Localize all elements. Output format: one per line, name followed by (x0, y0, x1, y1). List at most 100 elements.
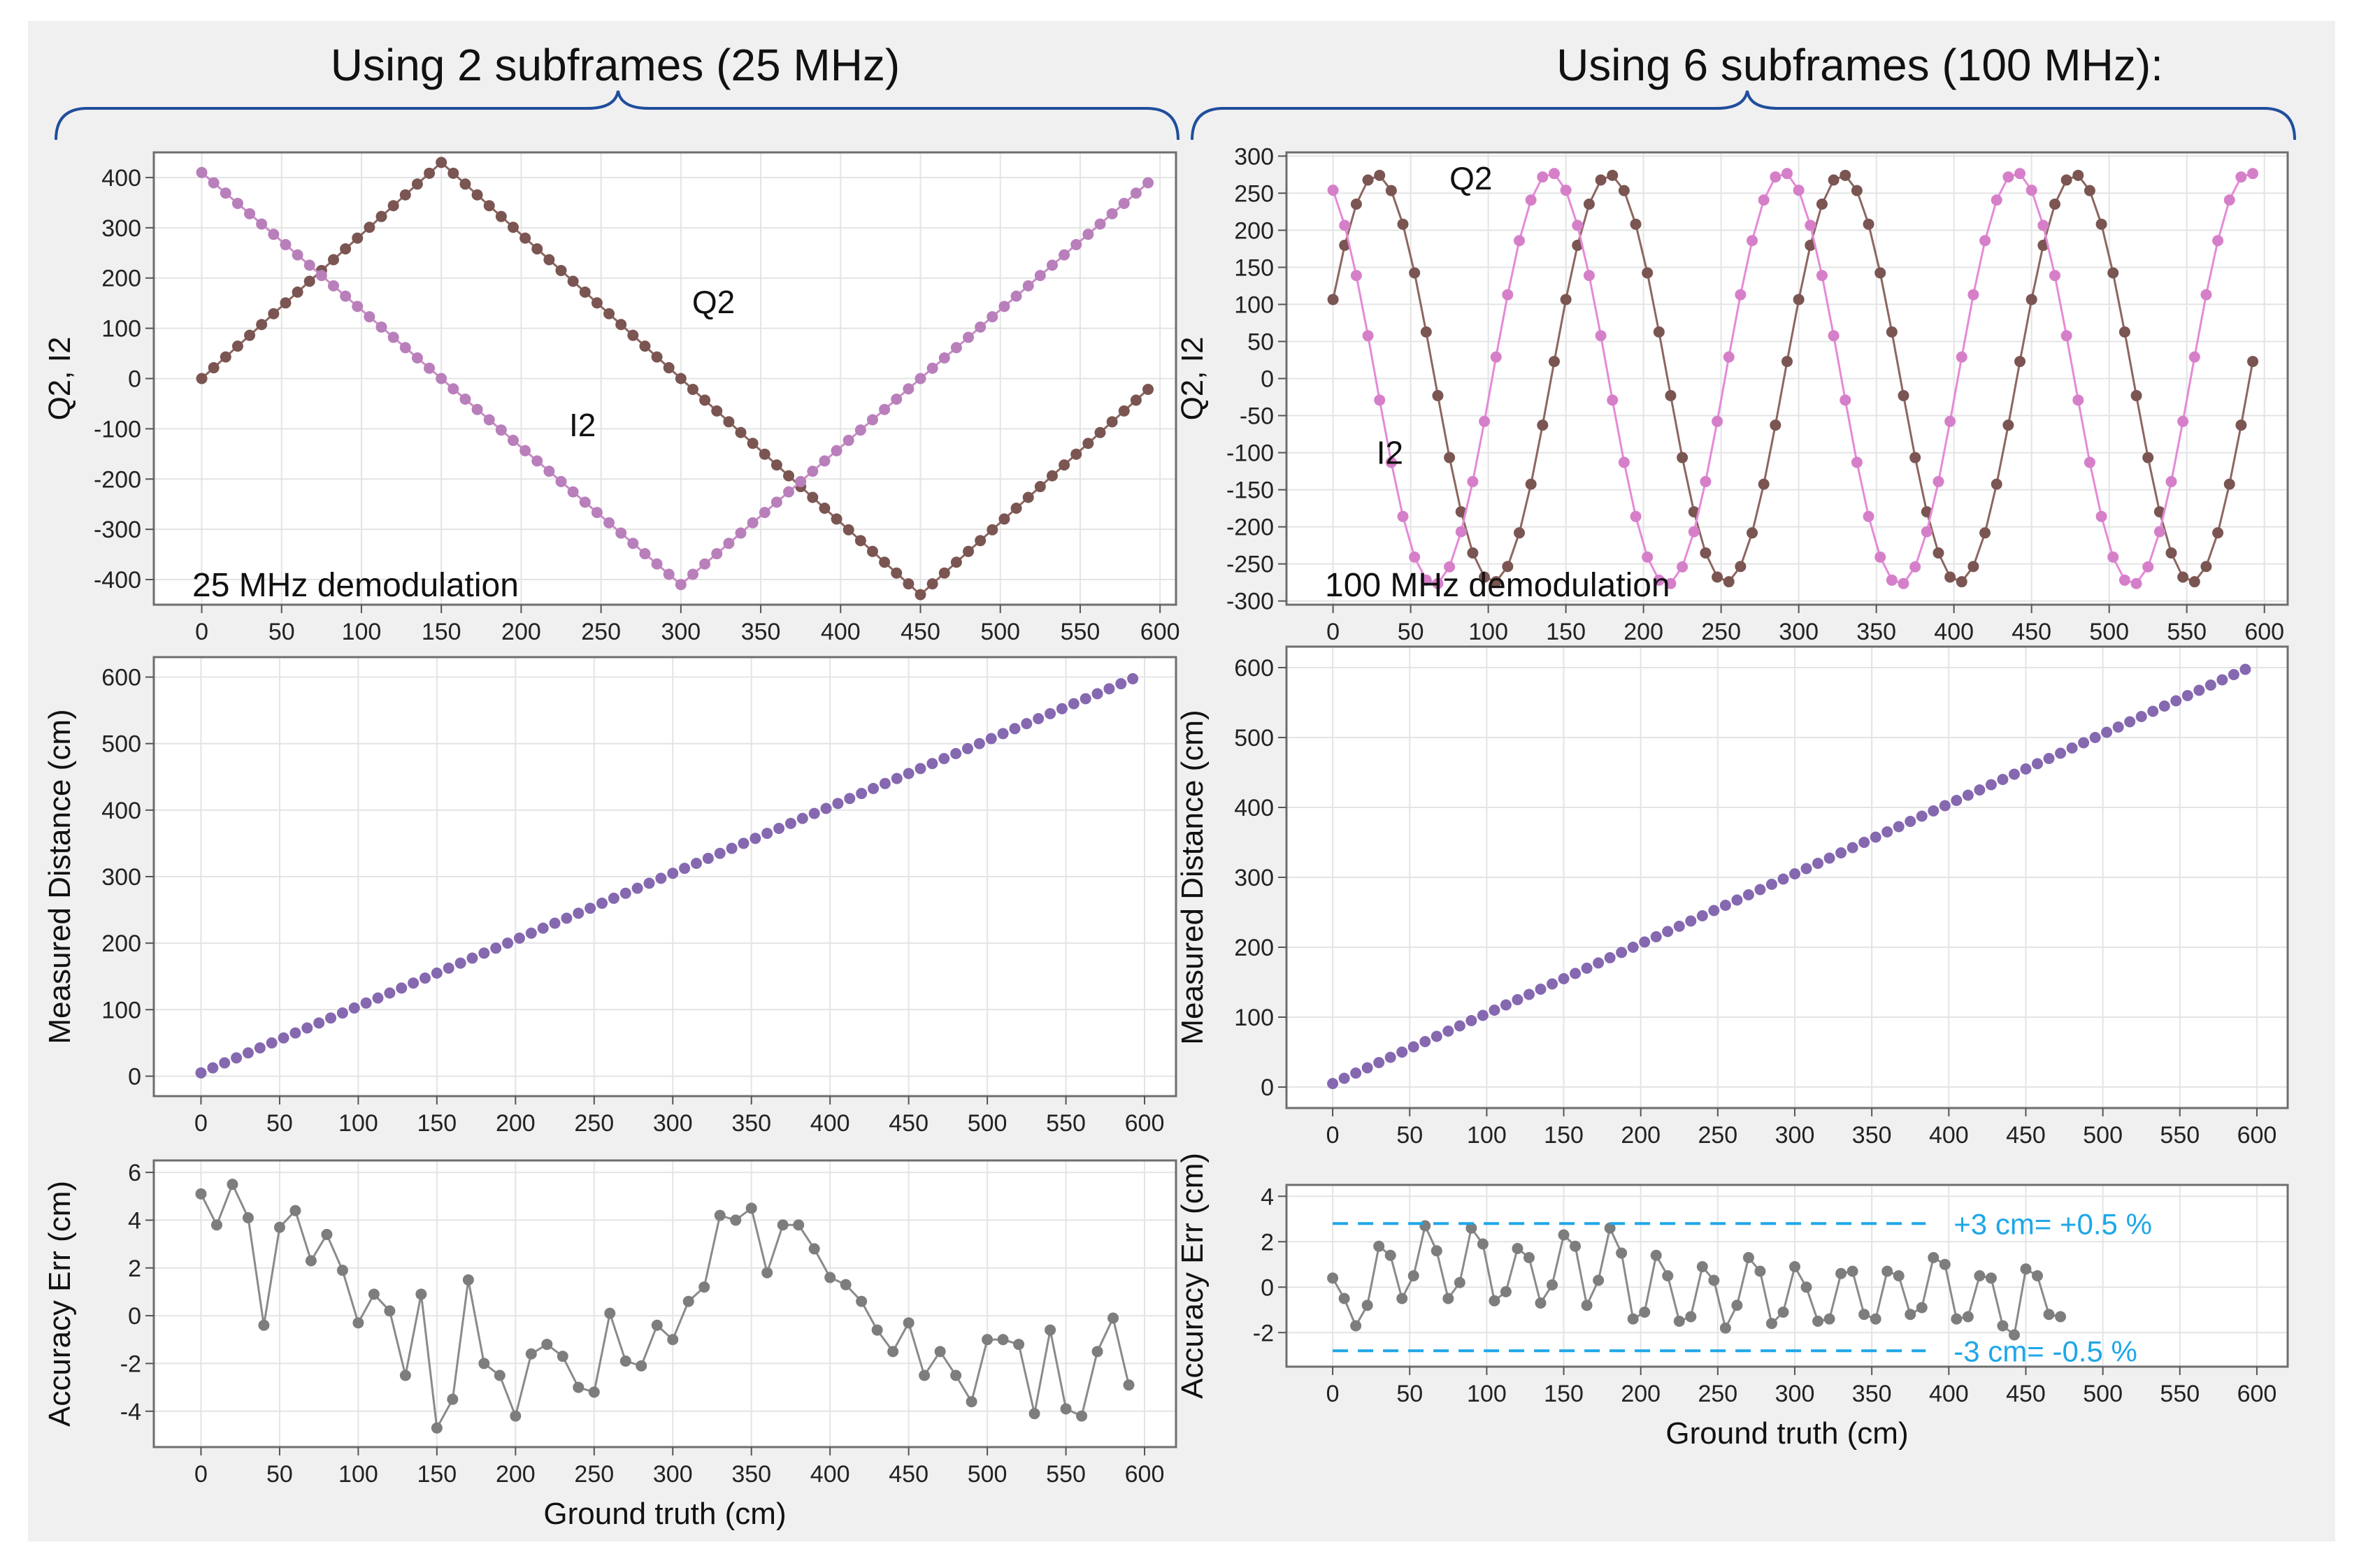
right-error-error-point-57 (1985, 1272, 1997, 1284)
right-distance-point-38 (1765, 879, 1777, 890)
left-distance-point-45 (726, 842, 738, 854)
right-iq-q2-point-24 (1607, 169, 1619, 181)
right-distance-point-13 (1477, 1009, 1489, 1021)
right-error-error-point-19 (1547, 1279, 1558, 1290)
right-iq-q2-point-42 (1816, 199, 1828, 210)
right-iq-i2-point-21 (1572, 220, 1584, 231)
left-error-error-point-39 (808, 1243, 820, 1255)
right-iq-i2-point-36 (1747, 235, 1758, 247)
right-iq-q2-point-5 (1385, 185, 1397, 196)
right-iq-q2-point-33 (1712, 571, 1723, 583)
left-iq-i2-point-35 (615, 527, 627, 539)
right-distance-point-7 (1407, 1041, 1419, 1053)
left-iq-i2-point-7 (280, 238, 292, 250)
right-iq-q2-point-4 (1374, 169, 1386, 181)
right-iq-q2-point-64 (2072, 169, 2084, 181)
left-iq-i2-point-27 (519, 445, 531, 456)
right-error-error-point-41 (1800, 1281, 1812, 1293)
right-iq-i2-point-61 (2037, 220, 2049, 231)
right-error-bound-label-1: -3 cm= -0.5 % (1953, 1335, 2137, 1367)
left-iq-q2-point-70 (1034, 481, 1046, 493)
right-iq-xtick-label-3: 150 (1546, 619, 1586, 645)
left-iq-q2-point-57 (879, 556, 891, 568)
right-distance-point-79 (2239, 663, 2251, 675)
left-iq-q2-point-72 (1059, 459, 1070, 471)
right-error-ytick-label-3: 4 (1261, 1184, 1274, 1210)
left-error-plot-area (154, 1160, 1176, 1447)
right-iq-i2-point-7 (1409, 551, 1421, 563)
right-error-xtick-label-7: 350 (1852, 1381, 1892, 1407)
right-distance-point-16 (1512, 994, 1523, 1005)
right-iq-q2-point-68 (2118, 326, 2130, 338)
left-iq-ytick-label-0: -400 (94, 567, 141, 594)
left-error-error-point-29 (651, 1319, 663, 1331)
right-iq-i2-point-17 (1525, 194, 1537, 206)
left-error-error-point-12 (384, 1305, 396, 1317)
left-error-error-point-59 (1123, 1379, 1135, 1391)
left-iq-q2-point-37 (639, 340, 651, 352)
right-distance-point-32 (1696, 910, 1708, 921)
right-distance-point-4 (1373, 1057, 1385, 1068)
right-iq-ytick-label-0: -300 (1226, 589, 1274, 615)
left-iq-i2-point-28 (531, 455, 543, 467)
right-iq-ytick-label-10: 200 (1234, 217, 1274, 244)
right-iq-q2-point-56 (1979, 527, 1991, 539)
left-iq-i2-point-64 (963, 331, 975, 343)
left-iq-i2-point-0 (196, 166, 208, 178)
right-error-xtick-label-4: 200 (1621, 1381, 1661, 1407)
left-distance-point-1 (207, 1062, 219, 1074)
right-iq-i2-point-49 (1898, 577, 1909, 589)
right-error-error-point-11 (1454, 1276, 1465, 1288)
left-distance-point-21 (443, 962, 454, 974)
right-iq-i2-line (1332, 172, 2253, 585)
left-distance-point-12 (336, 1007, 348, 1019)
right-iq-i2-point-35 (1735, 289, 1747, 301)
right-distance-point-8 (1419, 1036, 1431, 1047)
right-iq-annotation: 100 MHz demodulation (1325, 567, 1670, 604)
right-distance-point-62 (2043, 753, 2055, 764)
right-distance-ytick-label-5: 500 (1234, 725, 1274, 751)
left-error-error-point-2 (227, 1179, 238, 1191)
right-iq-q2-point-76 (2212, 527, 2224, 539)
left-iq-xtick-label-8: 400 (821, 619, 861, 645)
right-error-error-point-35 (1731, 1300, 1743, 1311)
right-iq-i2-point-47 (1874, 551, 1886, 563)
right-distance-point-44 (1835, 847, 1847, 858)
right-iq-q2-point-31 (1688, 506, 1700, 518)
right-iq-q2-point-29 (1665, 389, 1677, 401)
left-iq-xtick-label-7: 350 (741, 619, 781, 645)
right-distance-point-71 (2147, 705, 2159, 717)
left-distance-point-73 (1056, 703, 1068, 714)
right-distance-point-58 (1997, 774, 2009, 785)
left-iq-i2-point-29 (543, 466, 555, 477)
right-brace (1191, 90, 2296, 141)
left-iq-q2-point-20 (436, 157, 447, 168)
left-iq-i2-point-14 (364, 311, 375, 323)
right-distance-xtick-label-6: 300 (1775, 1122, 1815, 1149)
right-iq-i2-point-16 (1514, 235, 1526, 247)
left-error-error-point-37 (777, 1219, 789, 1231)
left-iq-q2-point-36 (627, 329, 639, 341)
left-iq-q2-point-63 (950, 556, 962, 568)
right-error-xtick-label-1: 50 (1396, 1381, 1423, 1407)
left-iq-xtick-label-10: 500 (980, 619, 1020, 645)
left-iq-ytick-label-3: -100 (94, 416, 141, 443)
right-iq-q2-point-34 (1723, 576, 1735, 588)
right-iq-i2-point-75 (2200, 289, 2212, 301)
right-iq-q2-point-66 (2095, 218, 2107, 230)
right-iq-q2-point-37 (1758, 478, 1770, 490)
left-iq-q2-point-45 (735, 426, 747, 438)
right-iq-q2-label: Q2 (1449, 160, 1492, 196)
right-distance-point-51 (1916, 810, 1928, 822)
left-error-error-point-38 (793, 1219, 805, 1231)
left-distance-point-65 (961, 742, 973, 754)
right-iq-q2-point-54 (1956, 576, 1967, 588)
left-iq-q2-point-2 (220, 351, 231, 363)
right-distance-point-18 (1535, 984, 1547, 995)
right-error-frame (1285, 1184, 2289, 1368)
left-error-error-point-44 (887, 1346, 899, 1358)
left-distance-point-54 (832, 798, 844, 810)
right-iq-i2-point-58 (2002, 171, 2014, 183)
right-error-xtick-label-2: 100 (1467, 1381, 1507, 1407)
left-iq-i2-point-70 (1034, 270, 1046, 282)
